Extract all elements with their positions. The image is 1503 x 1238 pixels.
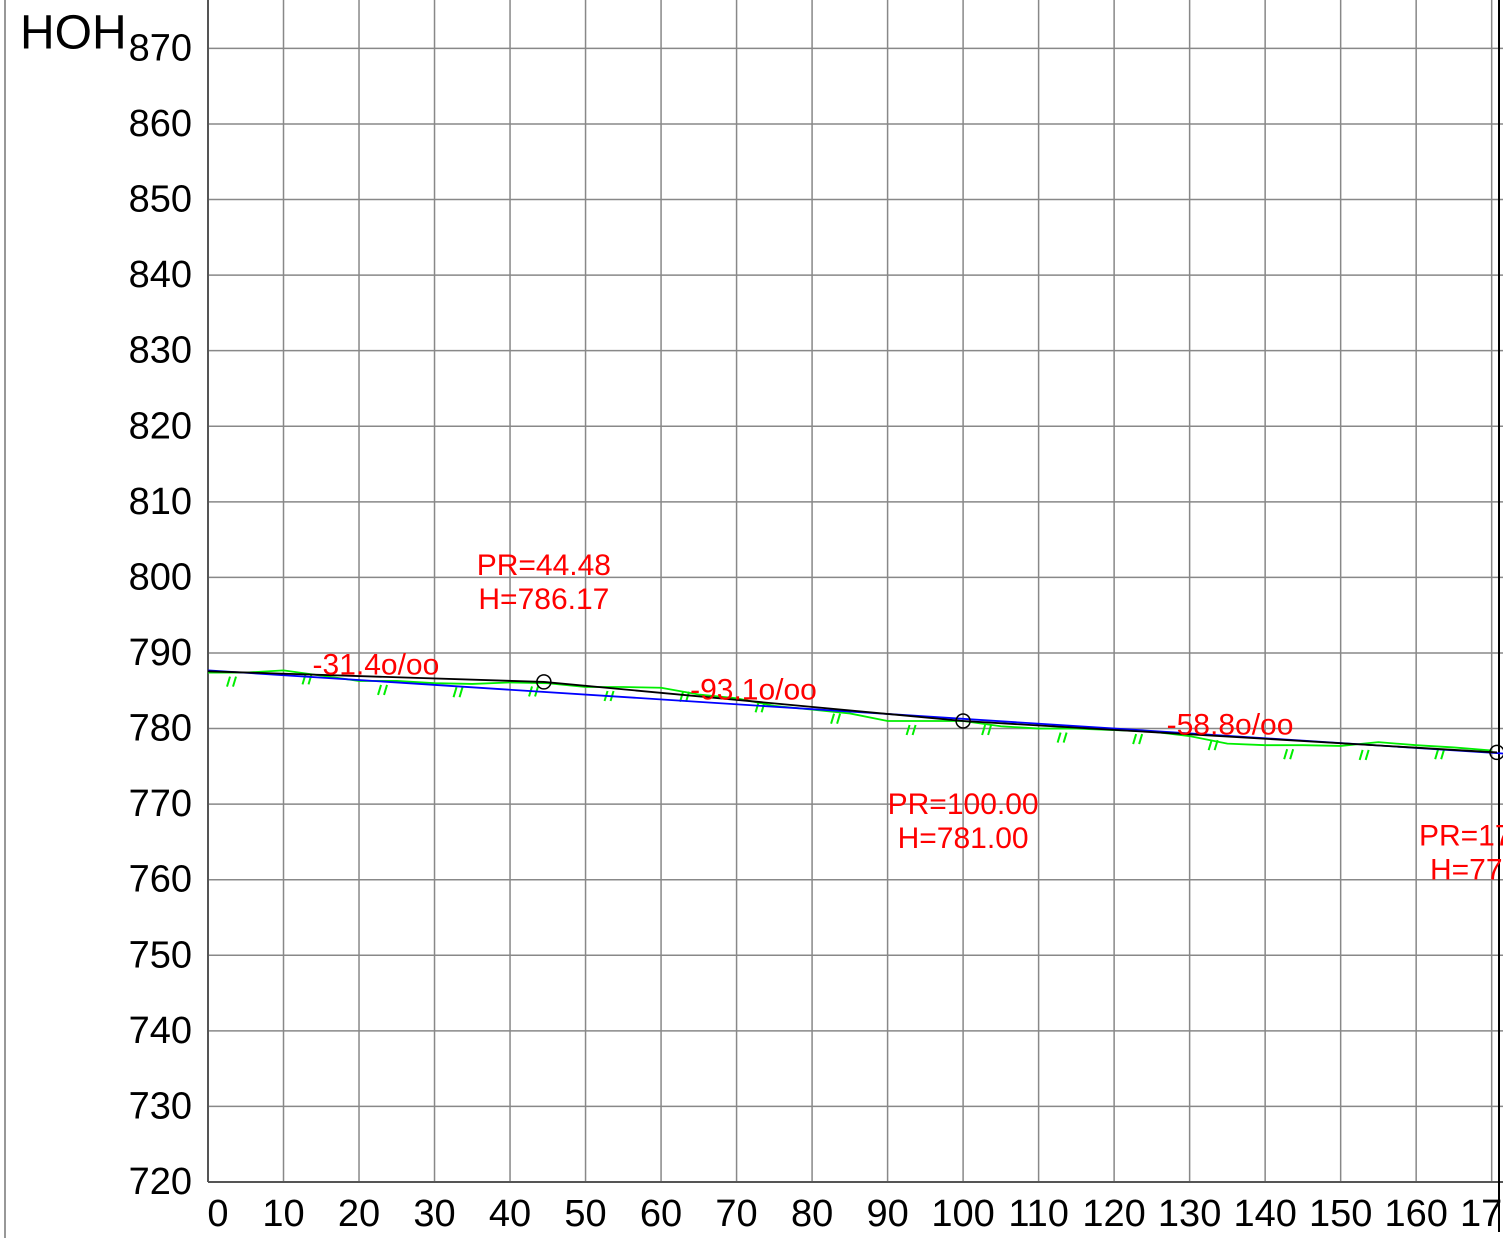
hatch [981, 724, 993, 736]
vertex-label: PR=44.48 [477, 549, 611, 582]
hatch [905, 724, 917, 736]
y-tick-label: 730 [129, 1085, 192, 1127]
hatch [1207, 739, 1219, 751]
y-tick-label: 800 [129, 556, 192, 598]
x-tick-label: 80 [791, 1193, 833, 1235]
x-tick-label: 170 [1460, 1193, 1503, 1235]
y-axis-label: HOH [20, 7, 127, 60]
hatch [1434, 748, 1446, 760]
x-tick-label: 120 [1082, 1193, 1145, 1235]
x-tick-label: 70 [715, 1193, 757, 1235]
vertex-label: H=77 [1430, 853, 1503, 886]
y-tick-label: 820 [129, 405, 192, 447]
vertex-label: H=781.00 [898, 822, 1029, 855]
y-tick-label: 860 [129, 103, 192, 145]
y-tick-label: 870 [129, 27, 192, 69]
hatch [452, 686, 464, 698]
x-tick-label: 60 [640, 1193, 682, 1235]
x-tick-label: 20 [338, 1193, 380, 1235]
x-tick-label: 40 [489, 1193, 531, 1235]
hatch [1056, 732, 1068, 743]
y-tick-label: 850 [129, 179, 192, 221]
y-tick-label: 830 [129, 330, 192, 372]
y-tick-label: 750 [129, 934, 192, 976]
y-tick-label: 810 [129, 481, 192, 523]
x-tick-label: 0 [207, 1193, 228, 1235]
y-tick-label: 720 [129, 1161, 192, 1203]
x-tick-label: 30 [413, 1193, 455, 1235]
x-tick-label: 50 [564, 1193, 606, 1235]
x-tick-label: 100 [931, 1193, 994, 1235]
x-tick-label: 160 [1384, 1193, 1447, 1235]
hatch [830, 713, 842, 724]
vertex-label: PR=17 [1419, 819, 1503, 852]
hatch [226, 676, 237, 687]
x-tick-label: 130 [1158, 1193, 1221, 1235]
x-tick-label: 110 [1008, 1193, 1069, 1235]
vertex-label: PR=100.00 [888, 788, 1039, 821]
y-tick-label: 740 [129, 1010, 192, 1052]
x-tick-label: 10 [262, 1193, 304, 1235]
hatch [377, 684, 388, 696]
vertex-label: H=786.17 [478, 583, 609, 616]
x-tick-label: 150 [1309, 1193, 1372, 1235]
series-line [207, 670, 1498, 754]
vertex-marker [1489, 744, 1503, 761]
grade-label: -31.4o/oo [313, 649, 440, 682]
y-tick-label: 790 [129, 632, 192, 674]
y-tick-label: 840 [129, 254, 192, 296]
x-tick-label: 90 [866, 1193, 908, 1235]
vertex-marker [955, 713, 971, 729]
y-tick-label: 760 [129, 859, 192, 901]
grade-label: -58.8o/oo [1167, 709, 1294, 742]
y-tick-label: 780 [129, 708, 192, 750]
hatch [1358, 749, 1370, 761]
hatch [754, 702, 766, 713]
grade-label: -93.1o/oo [690, 673, 817, 706]
hatch [1283, 748, 1295, 760]
x-tick-label: 140 [1233, 1193, 1296, 1235]
vertex-marker [536, 674, 552, 690]
series-line [208, 669, 1492, 752]
y-tick-label: 770 [129, 783, 192, 825]
hatch [1132, 733, 1144, 745]
